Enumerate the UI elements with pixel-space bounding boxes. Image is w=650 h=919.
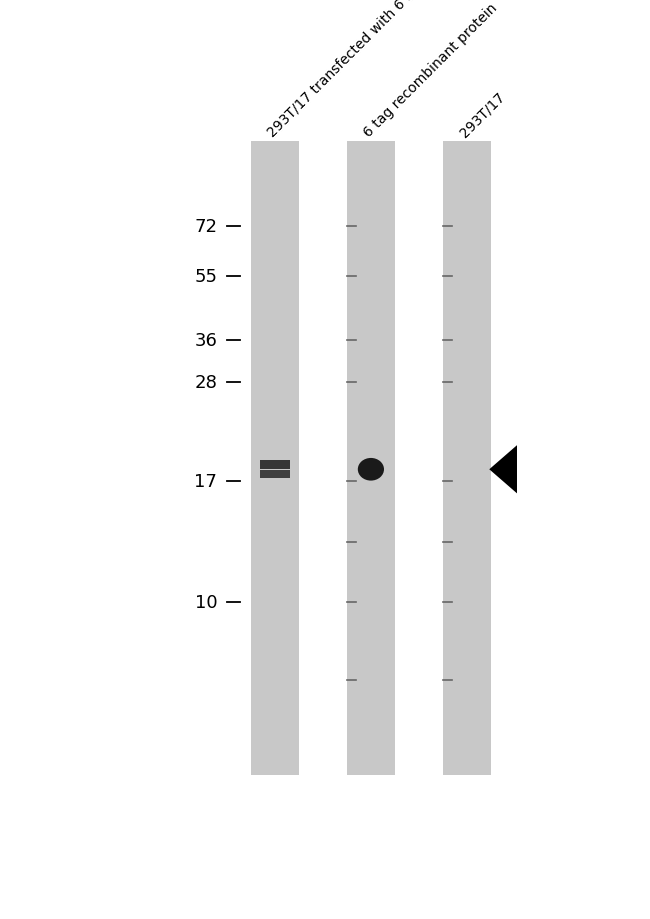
Bar: [260, 460, 291, 469]
Polygon shape: [489, 446, 517, 494]
Text: 55: 55: [194, 267, 217, 286]
Text: 293T/17 transfected with 6 tag: 293T/17 transfected with 6 tag: [265, 0, 428, 140]
Bar: [347, 142, 395, 776]
Bar: [443, 142, 491, 776]
Text: 28: 28: [194, 374, 217, 391]
Bar: [252, 142, 299, 776]
Text: 10: 10: [194, 593, 217, 611]
Text: 17: 17: [194, 472, 217, 491]
Text: 6 tag recombinant protein: 6 tag recombinant protein: [361, 1, 500, 140]
Text: 36: 36: [194, 331, 217, 349]
Text: 72: 72: [194, 218, 217, 236]
Text: 293T/17: 293T/17: [457, 90, 507, 140]
Bar: [260, 471, 291, 479]
Ellipse shape: [358, 459, 384, 481]
